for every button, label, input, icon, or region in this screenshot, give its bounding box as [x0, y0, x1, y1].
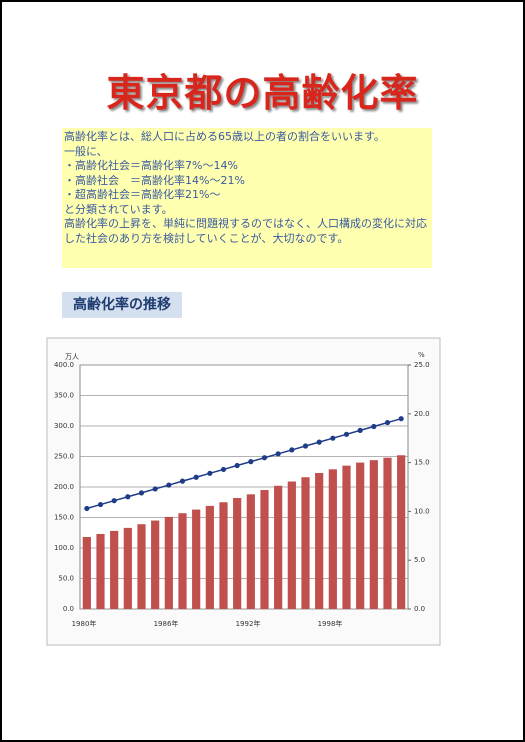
x-tick-label: 1998年 [318, 619, 343, 628]
y-unit: 万人 [65, 353, 79, 361]
y2-tick-label: 5.0 [414, 556, 425, 564]
bar [164, 516, 173, 609]
line-marker [84, 505, 90, 512]
bar [301, 477, 310, 609]
bar [260, 490, 269, 609]
x-tick-label: 1980年 [72, 619, 97, 628]
line-marker [371, 423, 377, 430]
y2-tick-label: 20.0 [414, 410, 430, 418]
y-tick-label: 350.0 [54, 392, 74, 400]
bar [96, 533, 105, 609]
bar [219, 502, 228, 609]
y-tick-label: 100.0 [54, 544, 74, 552]
bar [356, 462, 365, 609]
bar [205, 505, 214, 609]
bar [192, 509, 201, 609]
intro-box: 高齢化率とは、総人口に占める65歳以上の者の割合をいいます。 一般に、 ・高齢化社会… [62, 128, 432, 268]
bar [82, 537, 91, 609]
bar [274, 485, 283, 609]
line-marker [398, 416, 404, 422]
x-tick-label: 1992年 [236, 619, 261, 628]
bar [110, 530, 119, 609]
line-marker [289, 447, 295, 453]
line-marker [220, 466, 227, 473]
y2-unit: % [418, 351, 425, 359]
y2-tick-label: 0.0 [414, 605, 425, 613]
intro-line: ・高齢化社会＝高齢化率7%～14% [64, 159, 238, 172]
y-tick-label: 400.0 [54, 361, 74, 369]
y-tick-label: 0.0 [63, 605, 74, 613]
bar [397, 455, 406, 609]
line-marker [234, 462, 240, 469]
line-marker [275, 451, 281, 457]
bar [383, 457, 392, 609]
y-tick-label: 250.0 [54, 453, 74, 461]
bar [151, 520, 160, 609]
bar [369, 460, 378, 609]
line-marker [357, 427, 363, 433]
intro-line: ・超高齢社会＝高齢化率21%～ [64, 188, 221, 201]
line-marker [302, 443, 309, 449]
line-marker [193, 474, 199, 480]
line-marker [179, 478, 186, 484]
intro-line: 高齢化率とは、総人口に占める65歳以上の者の割合をいいます。 [64, 130, 385, 143]
line-marker [97, 501, 104, 508]
bar [123, 527, 132, 609]
y2-tick-label: 10.0 [414, 507, 430, 515]
line-marker [384, 419, 391, 426]
line-marker [138, 490, 145, 496]
bar [315, 472, 324, 609]
line-marker [111, 498, 117, 504]
bar [287, 481, 296, 609]
y-tick-label: 300.0 [54, 422, 74, 430]
title: 東京都の高齢化率 [106, 71, 419, 115]
line-marker [261, 455, 268, 461]
line-marker [207, 470, 213, 476]
x-tick-label: 1986年 [154, 619, 179, 628]
y2-tick-label: 25.0 [414, 361, 430, 369]
intro-line: 高齢化率の上昇を、単純に問題視するのではなく、人口構成の変化に対応した社会のあり… [64, 217, 427, 245]
line-marker [343, 431, 350, 437]
bar [233, 497, 242, 609]
bar [328, 469, 337, 609]
intro-line: と分類されています。 [64, 202, 173, 216]
y-tick-label: 150.0 [54, 514, 74, 522]
y2-tick-label: 15.0 [414, 459, 430, 467]
line-marker [248, 459, 254, 465]
section-heading: 高齢化率の推移 [62, 292, 182, 318]
line-marker [125, 494, 131, 500]
intro-line: 一般に、 [64, 144, 108, 158]
bar [342, 465, 351, 609]
bar [137, 524, 146, 609]
line-marker [316, 439, 322, 445]
y-tick-label: 50.0 [58, 575, 74, 583]
line-marker [152, 486, 158, 492]
bar [178, 513, 187, 609]
line-marker [330, 435, 336, 441]
y-tick-label: 200.0 [54, 483, 74, 491]
intro-line: ・高齢社会 ＝高齢化率14%～21% [64, 173, 245, 187]
bar [246, 494, 255, 609]
line-marker [166, 482, 172, 488]
